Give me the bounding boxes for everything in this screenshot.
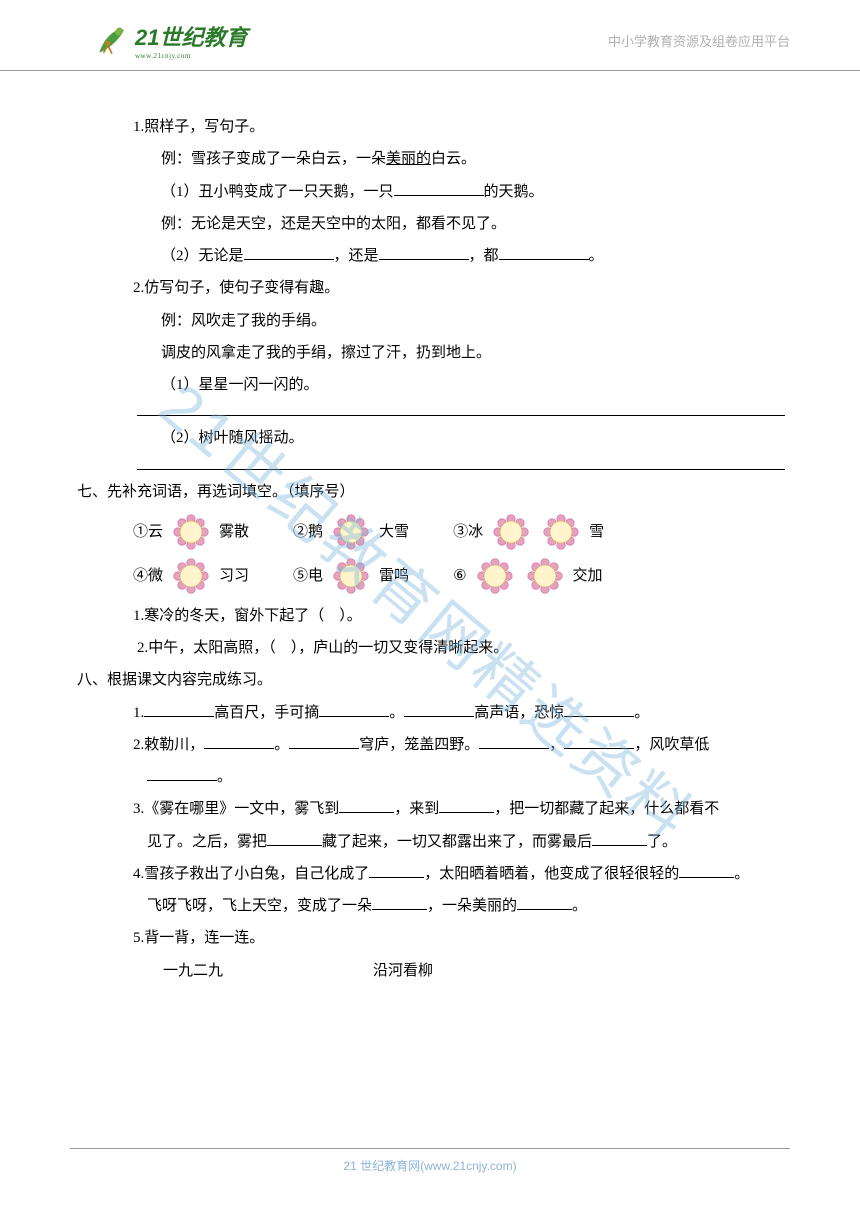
flower-icon: [491, 512, 531, 552]
flower-icon: [541, 512, 581, 552]
q1-sub1: （1）丑小鸭变成了一只天鹅，一只的天鹅。: [105, 176, 785, 208]
q2-sub1: （1）星星一闪一闪的。: [105, 369, 785, 401]
logo-main-text: 21世纪教育: [135, 20, 247, 52]
content-area: 1.照样子，写句子。 例：雪孩子变成了一朵白云，一朵美丽的白云。 （1）丑小鸭变…: [0, 111, 860, 987]
header-right-text: 中小学教育资源及组卷应用平台: [608, 31, 790, 50]
section-7: 七、先补充词语，再选词填空。（填序号）: [77, 476, 785, 508]
s8-q2: 2.敕勒川，。穹庐，笼盖四野。，，风吹草低: [105, 729, 785, 761]
s8-q5: 5.背一背，连一连。: [105, 922, 785, 954]
q2-ex: 例：风吹走了我的手绢。: [105, 305, 785, 337]
page-header: 21世纪教育 www.21cnjy.com 中小学教育资源及组卷应用平台: [0, 0, 860, 71]
q2-ex2: 调皮的风拿走了我的手绢，擦过了汗，扔到地上。: [105, 337, 785, 369]
s8-q1: 1.高百尺，手可摘。高声语，恐惊。: [105, 697, 785, 729]
s8-q2b: 。: [105, 761, 785, 793]
s8-q4: 4.雪孩子救出了小白兔，自己化成了，太阳晒着晒着，他变成了很轻很轻的。: [105, 858, 785, 890]
q2-sub2: （2）树叶随风摇动。: [105, 422, 785, 454]
s8-q4b: 飞呀飞呀，飞上天空，变成了一朵，一朵美丽的。: [105, 890, 785, 922]
page-footer: 21 世纪教育网(www.21cnjy.com): [70, 1148, 790, 1174]
flower-icon: [171, 556, 211, 596]
q1-sub2: （2）无论是，还是，都。: [105, 240, 785, 272]
flower-icon: [475, 556, 515, 596]
flower-icon: [171, 512, 211, 552]
leaf-runner-icon: [95, 23, 129, 57]
q1-ex1: 例：雪孩子变成了一朵白云，一朵美丽的白云。: [105, 143, 785, 175]
flower-icon: [525, 556, 565, 596]
section-8: 八、根据课文内容完成练习。: [77, 664, 785, 696]
flower-row-2: ④微 习习 ⑤电 雷鸣 ⑥ 交加: [105, 556, 785, 596]
logo-sub-text: www.21cnjy.com: [135, 52, 247, 60]
s7-q2: 2.中午，太阳高照，（ ），庐山的一切又变得清晰起来。: [109, 632, 785, 664]
q2: 2.仿写句子，使句子变得有趣。: [105, 272, 785, 304]
s8-q5-match: 一九二九 沿河看柳: [105, 955, 785, 987]
logo-area: 21世纪教育 www.21cnjy.com: [95, 20, 247, 60]
blank-line-1: [137, 415, 785, 416]
flower-row-1: ①云 雾散 ②鹅 大雪 ③冰 雪: [105, 512, 785, 552]
q1: 1.照样子，写句子。: [105, 111, 785, 143]
blank-line-2: [137, 469, 785, 470]
s7-q1: 1.寒冷的冬天，窗外下起了（ ）。: [105, 600, 785, 632]
flower-icon: [331, 556, 371, 596]
q1-ex2: 例：无论是天空，还是天空中的太阳，都看不见了。: [105, 208, 785, 240]
flower-icon: [331, 512, 371, 552]
s8-q3b: 见了。之后，雾把藏了起来，一切又都露出来了，而雾最后了。: [105, 826, 785, 858]
s8-q3: 3.《雾在哪里》一文中，雾飞到，来到，把一切都藏了起来，什么都看不: [105, 793, 785, 825]
